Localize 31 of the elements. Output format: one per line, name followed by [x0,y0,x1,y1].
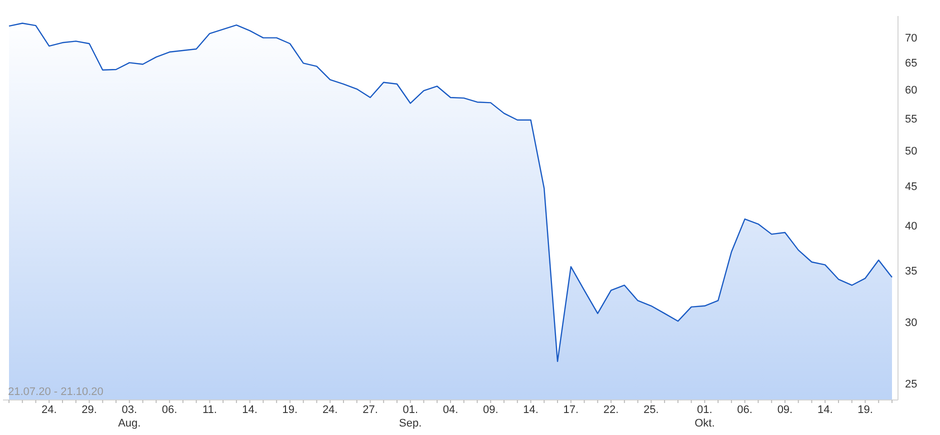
x-tick-label: 14. [817,404,833,416]
y-tick-label: 50 [905,146,918,158]
x-tick-label: 01. Okt. [694,404,715,430]
x-tick-label: 04. [442,404,458,416]
x-tick-label: 22. [603,404,619,416]
y-tick-label: 70 [905,32,918,45]
y-tick-label: 30 [905,317,918,330]
x-tick-label: 14. [523,404,538,416]
x-tick-label: 19. [282,404,298,416]
y-tick-label: 60 [905,84,918,96]
x-tick-label: 14. [242,404,258,416]
y-tick-label: 55 [905,114,918,126]
x-tick-label: 01. Sep. [399,404,422,430]
x-tick-label: 11. [202,404,217,416]
x-tick-label: 06. [737,404,752,416]
x-tick-label: 29. [82,404,97,416]
x-tick-label: 17. [563,404,579,416]
y-tick-label: 45 [905,181,918,194]
y-tick-label: 35 [905,265,918,278]
x-tick-label: 24. [322,404,338,416]
x-tick-label: 19. [858,404,873,416]
x-tick-label: 24. [41,404,57,416]
x-tick-label: 27. [362,404,378,416]
y-tick-label: 40 [905,220,918,233]
x-tick-label: 25. [644,404,659,416]
x-tick-label: 06. [162,404,178,416]
x-tick-label: 09. [777,404,793,416]
x-tick-label: 09. [482,404,498,416]
y-tick-label: 25 [905,378,918,390]
y-tick-label: 65 [905,58,918,70]
x-tick-label: 03. Aug. [118,404,141,430]
